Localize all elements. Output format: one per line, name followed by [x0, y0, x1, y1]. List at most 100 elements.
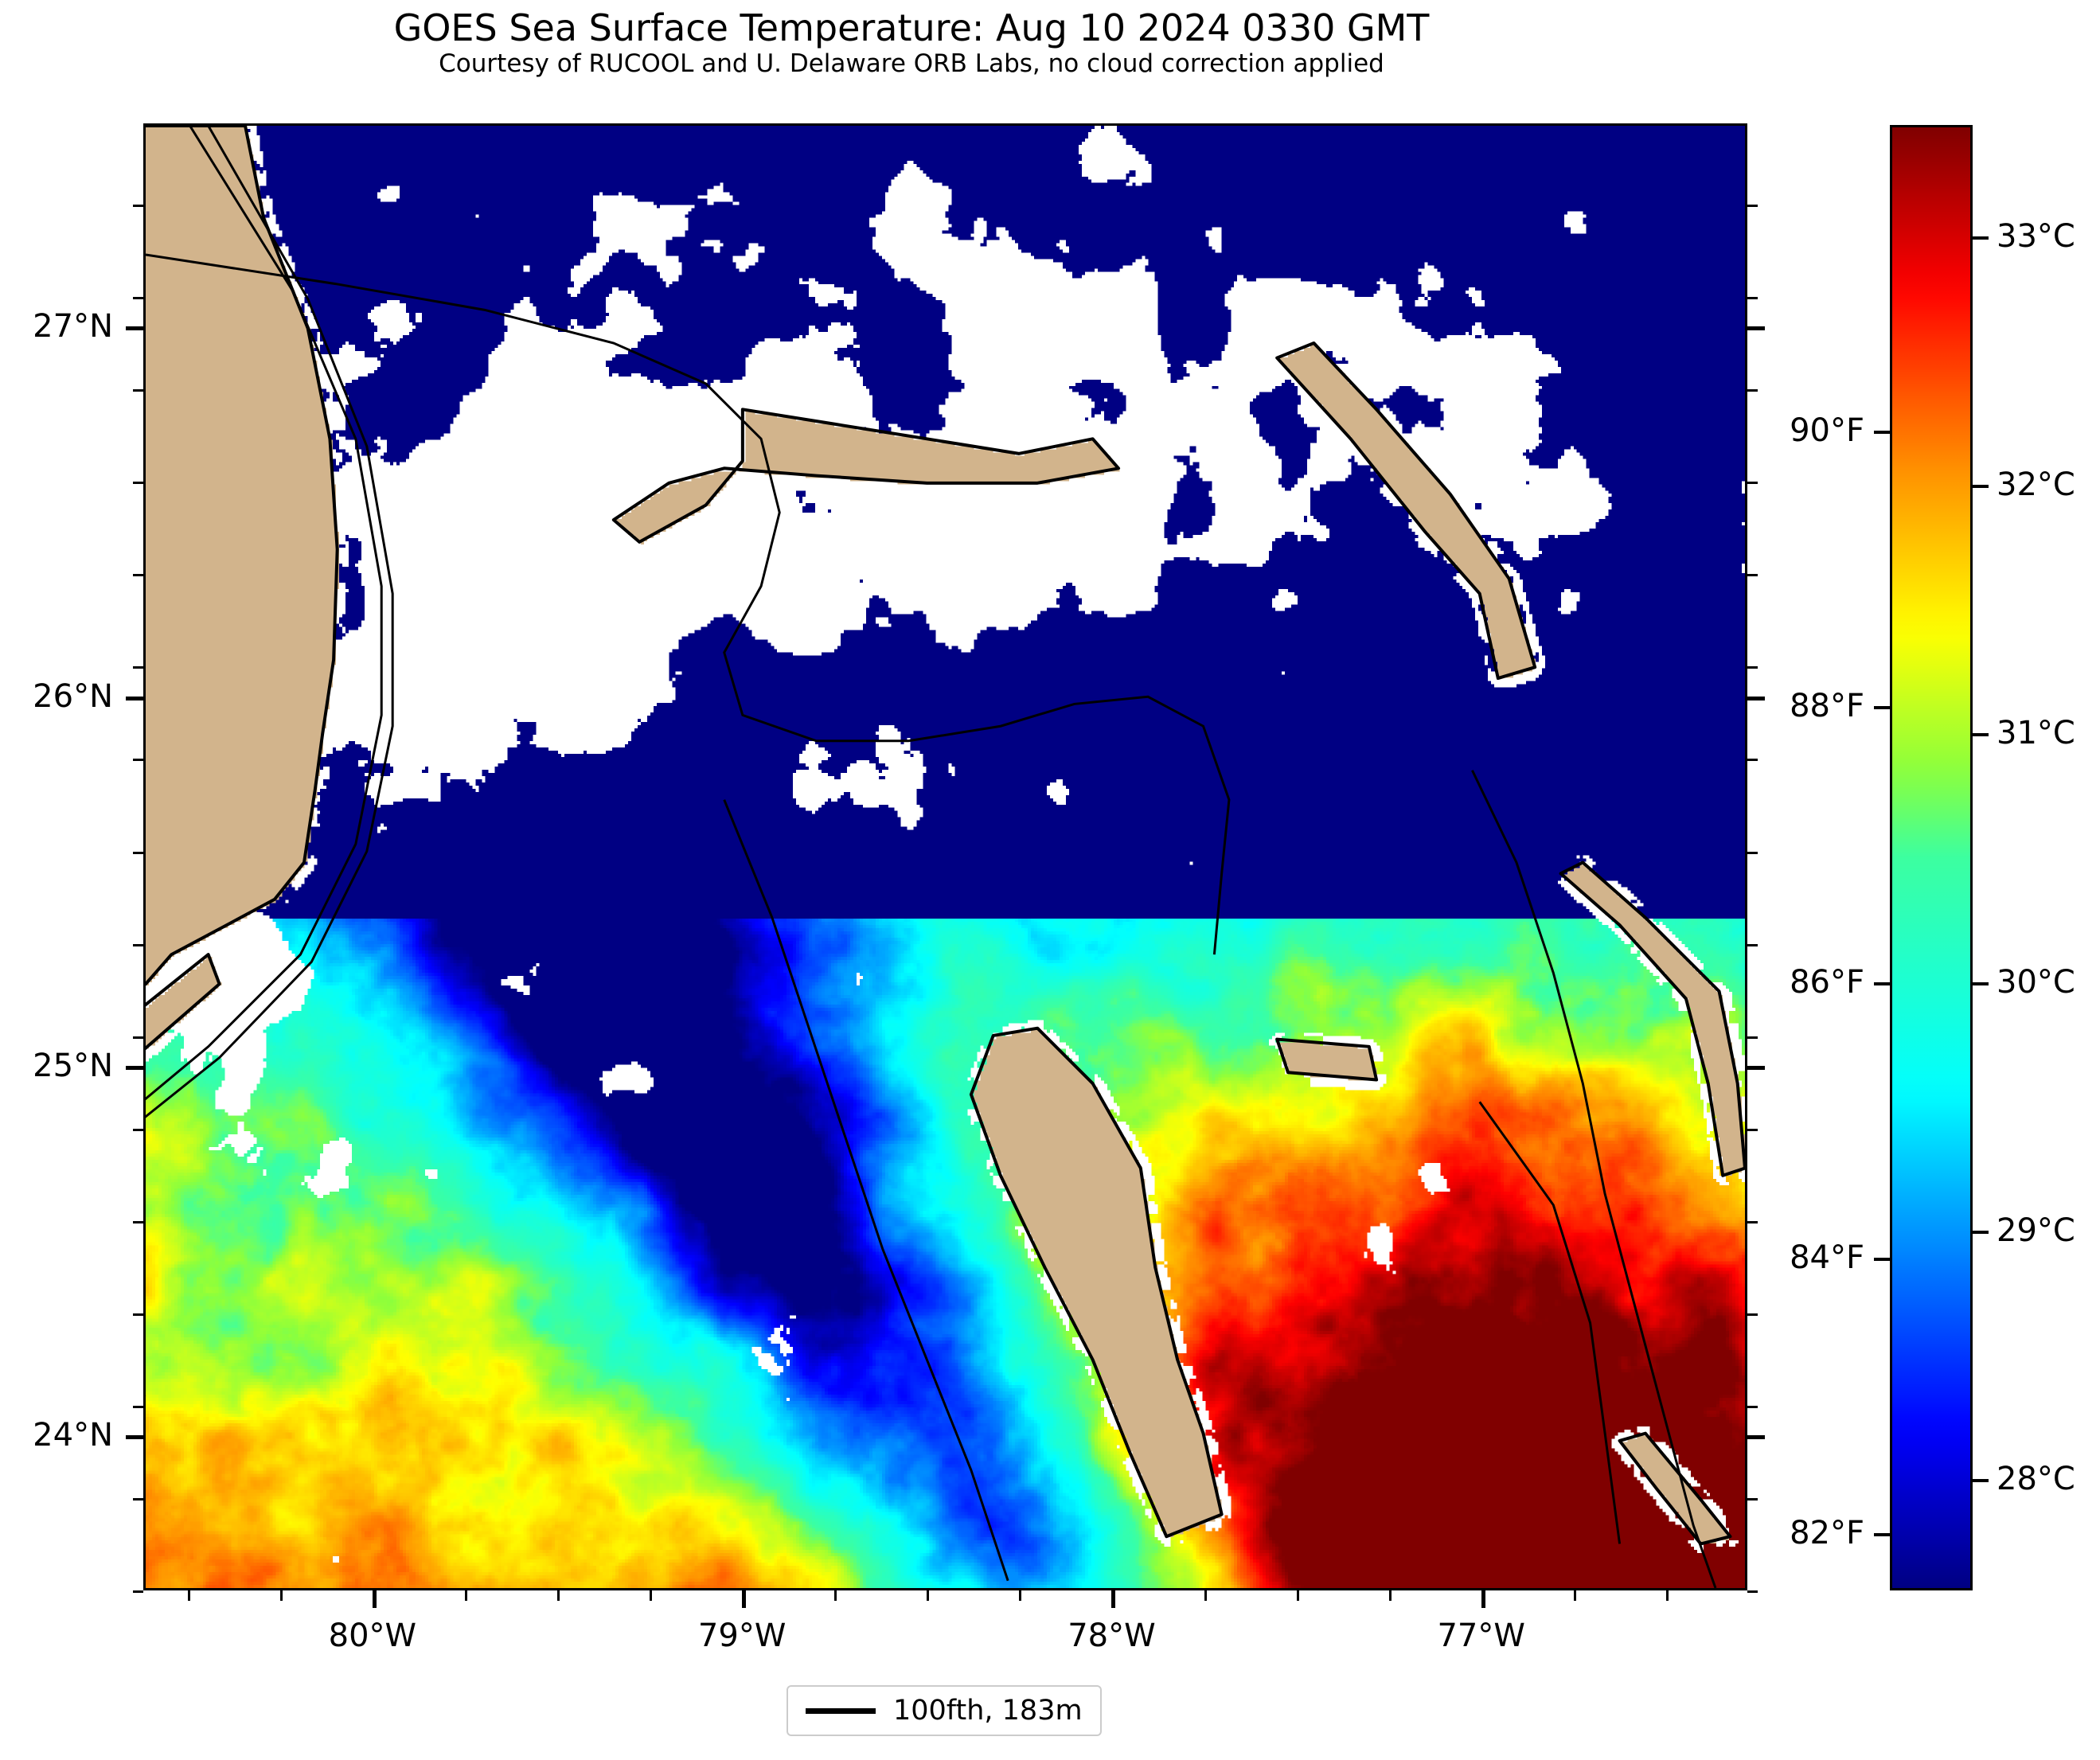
y-tick-minor-right	[1747, 1128, 1758, 1131]
colorbar-label-fahrenheit: 82°F	[1790, 1515, 1864, 1552]
x-tick-major	[742, 1590, 747, 1608]
y-tick-minor-right	[1747, 1036, 1758, 1039]
isobath-legend[interactable]: 100fth, 183m	[787, 1685, 1102, 1736]
y-tick-minor	[133, 1313, 143, 1316]
x-axis-label: 80°W	[328, 1618, 417, 1654]
x-tick-minor	[1665, 1590, 1669, 1601]
colorbar-tick-fahrenheit	[1874, 430, 1890, 434]
colorbar-tick-celsius	[1973, 1230, 1989, 1234]
y-tick-minor	[133, 1128, 143, 1131]
colorbar-label-celsius: 33°C	[1997, 218, 2075, 256]
x-tick-minor	[1573, 1590, 1576, 1601]
isobath-100fth-north-bahamas	[146, 253, 1231, 955]
colorbar-gradient	[1892, 127, 1970, 1588]
y-tick-minor	[133, 1497, 143, 1500]
x-tick-major	[372, 1590, 377, 1608]
y-tick-minor	[133, 297, 143, 300]
y-tick-minor	[133, 943, 143, 946]
y-tick-minor-right	[1747, 1405, 1758, 1408]
y-tick-major	[126, 1065, 143, 1070]
colorbar-label-fahrenheit: 86°F	[1790, 963, 1864, 1001]
y-tick-major	[126, 1435, 143, 1440]
colorbar-label-fahrenheit: 84°F	[1790, 1239, 1864, 1276]
y-tick-minor-right	[1747, 851, 1758, 854]
y-tick-minor-right	[1747, 1590, 1758, 1593]
colorbar-tick-fahrenheit	[1874, 981, 1890, 985]
y-tick-minor	[133, 1405, 143, 1408]
colorbar-tick-celsius	[1973, 981, 1989, 985]
y-tick-major-right	[1747, 1065, 1765, 1070]
y-axis-label: 26°N	[33, 677, 113, 715]
colorbar-tick-celsius	[1973, 485, 1989, 489]
y-tick-minor	[133, 1036, 143, 1039]
colorbar-label-celsius: 30°C	[1997, 963, 2075, 1001]
y-tick-minor	[133, 666, 143, 669]
x-tick-minor	[834, 1590, 837, 1601]
x-axis-label: 77°W	[1437, 1618, 1525, 1654]
colorbar-label-celsius: 32°C	[1997, 466, 2075, 504]
y-tick-minor-right	[1747, 574, 1758, 577]
y-tick-minor	[133, 389, 143, 392]
colorbar-tick-fahrenheit	[1874, 1533, 1890, 1537]
y-tick-minor	[133, 205, 143, 208]
coastline-eleuthera	[1559, 860, 1745, 1177]
isobath-100fth-exuma	[1478, 1101, 1622, 1544]
y-tick-minor	[133, 1590, 143, 1593]
x-tick-minor	[650, 1590, 653, 1601]
colorbar-tick-celsius	[1973, 1478, 1989, 1482]
x-axis-label: 78°W	[1068, 1618, 1156, 1654]
y-tick-minor-right	[1747, 1497, 1758, 1500]
y-axis-label: 27°N	[33, 308, 113, 345]
y-tick-minor-right	[1747, 666, 1758, 669]
x-tick-minor	[1388, 1590, 1392, 1601]
coastline-florida	[146, 126, 339, 986]
colorbar-tick-fahrenheit	[1874, 706, 1890, 710]
x-axis-label: 79°W	[697, 1618, 787, 1654]
colorbar-tick-celsius	[1973, 236, 1989, 240]
y-tick-minor	[133, 759, 143, 762]
colorbar-label-celsius: 28°C	[1997, 1460, 2075, 1497]
coastline-new-providence	[1275, 1037, 1379, 1082]
isobath-100fth-andros	[723, 799, 1009, 1582]
coastline-abaco	[1275, 341, 1537, 681]
colorbar[interactable]	[1890, 125, 1973, 1590]
colorbar-tick-fahrenheit	[1874, 1257, 1890, 1261]
isobath-legend-label: 100fth, 183m	[893, 1695, 1083, 1727]
x-tick-major	[1481, 1590, 1485, 1608]
isobath-100fth-florida	[146, 126, 383, 1397]
map-plot-area[interactable]	[143, 123, 1747, 1590]
y-tick-minor-right	[1747, 943, 1758, 946]
x-tick-minor	[927, 1590, 930, 1601]
y-tick-minor-right	[1747, 482, 1758, 485]
y-tick-major-right	[1747, 696, 1765, 700]
isobath-100fth-florida-inner	[146, 126, 394, 1118]
sst-heatmap-canvas	[146, 126, 1745, 1588]
x-tick-minor	[1204, 1590, 1207, 1601]
x-tick-minor	[1296, 1590, 1299, 1601]
geography-overlay	[146, 126, 1745, 1588]
y-tick-major	[126, 326, 143, 331]
coastline-andros	[969, 1026, 1224, 1539]
isobath-100fth-east	[1471, 770, 1717, 1588]
isobath-line-swatch	[806, 1707, 876, 1714]
colorbar-tick-celsius	[1973, 733, 1989, 737]
y-tick-minor	[133, 482, 143, 485]
y-tick-minor-right	[1747, 759, 1758, 762]
y-tick-minor-right	[1747, 389, 1758, 392]
y-tick-major-right	[1747, 1435, 1765, 1440]
x-tick-major	[1111, 1590, 1116, 1608]
y-tick-minor-right	[1747, 205, 1758, 208]
page-subtitle: Courtesy of RUCOOL and U. Delaware ORB L…	[439, 49, 1384, 78]
y-tick-minor	[133, 1220, 143, 1223]
x-tick-minor	[464, 1590, 467, 1601]
y-tick-major-right	[1747, 326, 1765, 331]
x-tick-minor	[187, 1590, 190, 1601]
coastline-grand-bahama	[611, 408, 1121, 544]
coastline-florida-keys	[146, 953, 221, 1051]
y-axis-label: 24°N	[33, 1417, 113, 1454]
y-tick-minor-right	[1747, 1313, 1758, 1316]
colorbar-label-celsius: 29°C	[1997, 1212, 2075, 1249]
y-tick-minor-right	[1747, 1220, 1758, 1223]
colorbar-label-celsius: 31°C	[1997, 715, 2075, 752]
y-tick-minor	[133, 574, 143, 577]
